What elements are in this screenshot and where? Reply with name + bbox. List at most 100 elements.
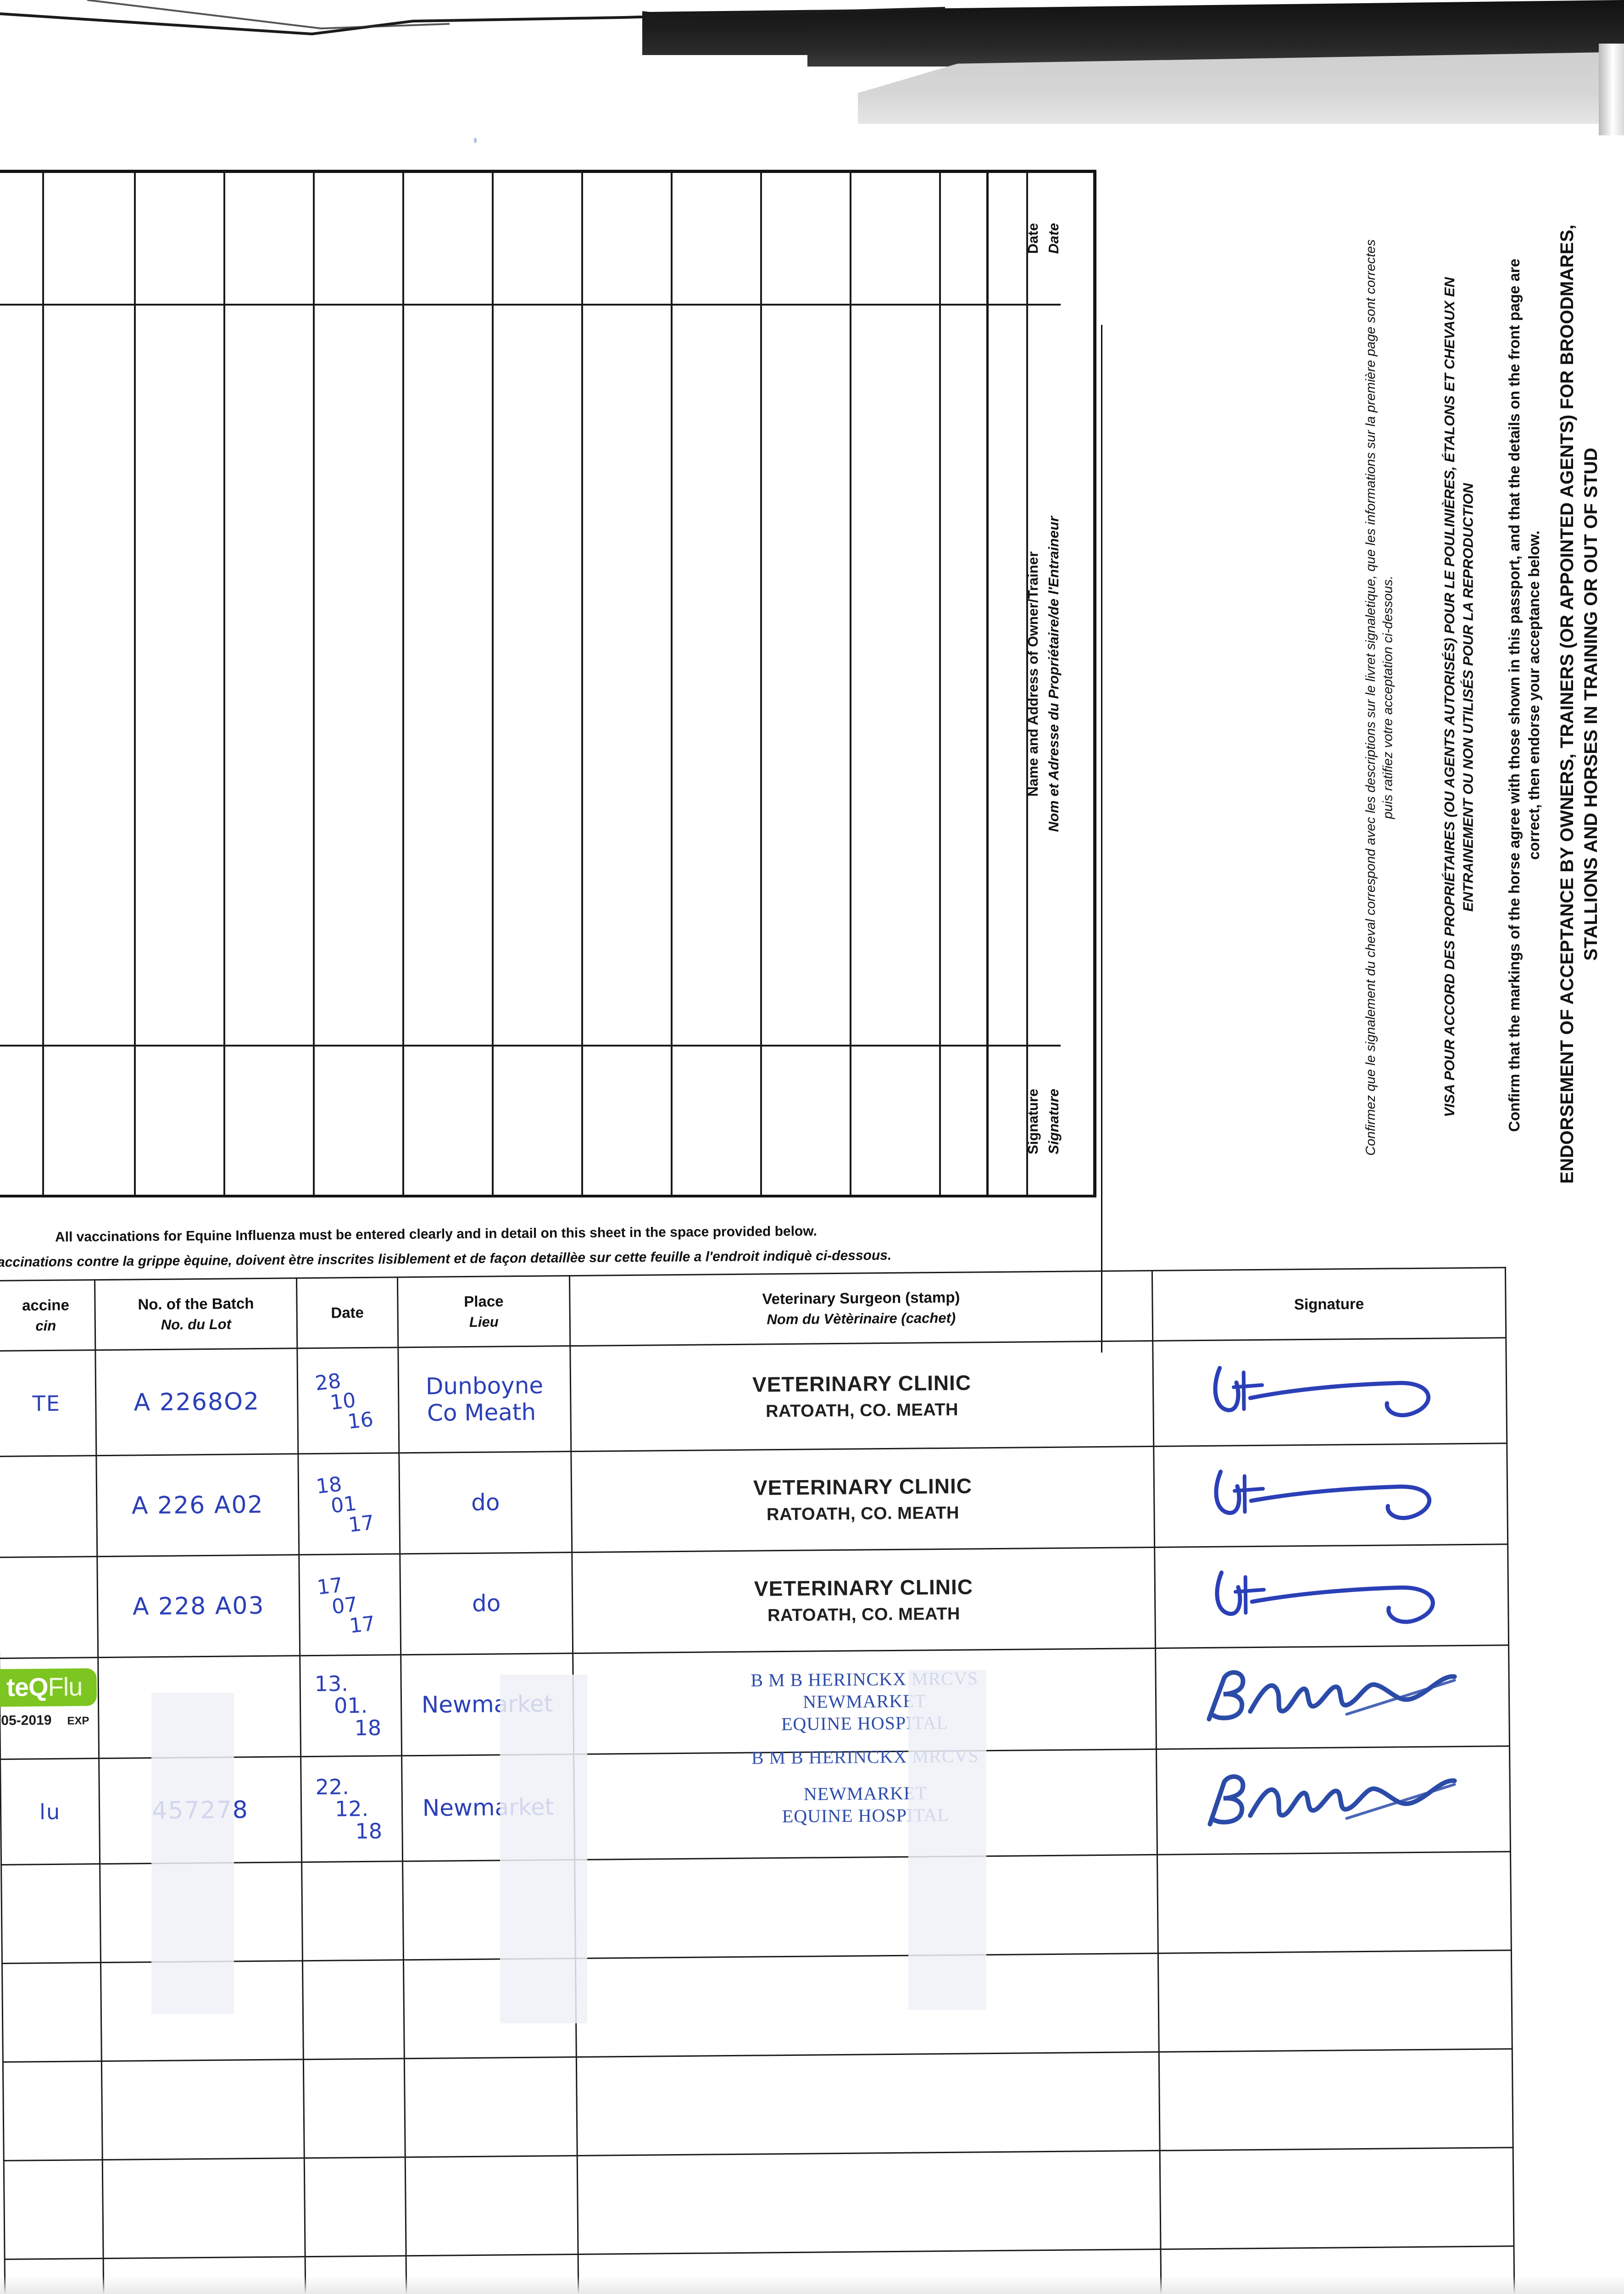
endorsement-text-block: ENDORSEMENT OF ACCEPTANCE BY OWNERS, TRA… xyxy=(1101,165,1601,1353)
th-vaccine: accine cin xyxy=(0,1280,95,1351)
batch-handwriting: A 228 A03 xyxy=(132,1592,265,1620)
table-row xyxy=(3,2049,1513,2161)
cell-batch: A 228 A03 xyxy=(97,1554,300,1658)
vet-stamp-black: VETERINARY CLINIC RATOATH, CO. MEATH xyxy=(752,1370,972,1421)
cell-date xyxy=(303,2058,406,2158)
date-handwriting: 17 07 17 xyxy=(315,1573,376,1638)
endorsement-col-date: Date Date xyxy=(989,173,1099,304)
th-vet-surgeon: Veterinary Surgeon (stamp) Nom du Vètèri… xyxy=(569,1270,1153,1346)
col-signature-en: Signature xyxy=(1025,1089,1041,1154)
cell-date xyxy=(302,1960,405,2060)
cell-vet-stamp: NEWMARKET EQUINE HOSPITAL xyxy=(573,1749,1157,1860)
cell-vaccine: lu xyxy=(0,1758,100,1865)
cell-date: 13. 01. 18 xyxy=(300,1654,402,1757)
vet-stamp-blue: NEWMARKET EQUINE HOSPITAL xyxy=(782,1782,949,1826)
vet-stamp-black: VETERINARY CLINIC RATOATH, CO. MEATH xyxy=(754,1575,973,1625)
date-handwriting: 22. 12. 18 xyxy=(315,1774,383,1843)
vaccination-table: accine cin No. of the Batch No. du Lot D… xyxy=(0,1267,1515,2294)
table-row: lu 457278 22. 12. 18 Newmar xyxy=(0,1746,1511,1865)
endorsement-grid xyxy=(0,170,1061,1197)
table-row: A 226 A02 18 01 17 do xyxy=(0,1443,1508,1558)
scan-speck xyxy=(474,138,477,143)
signature-ink xyxy=(1214,1469,1431,1520)
place-handwriting: do xyxy=(472,1590,501,1617)
vaccine-handwriting: lu xyxy=(39,1799,61,1824)
sticker-expiry: 12/05-2019 xyxy=(0,1712,52,1729)
cell-signature xyxy=(1154,1544,1509,1648)
table-row xyxy=(4,2147,1514,2260)
signature-ink xyxy=(1207,1774,1457,1826)
cell-place xyxy=(404,2057,578,2157)
cell-signature xyxy=(1155,1645,1510,1749)
cell-vet-stamp xyxy=(574,1854,1158,1959)
th-batch: No. of the Batch No. du Lot xyxy=(95,1278,297,1350)
vaccination-note-fr: accinations contre la grippe èquine, doi… xyxy=(0,1247,892,1270)
page-curl-right xyxy=(1599,44,1624,135)
col-owner-fr: Nom et Adresse du Propriétaire/de l'Entr… xyxy=(1046,516,1062,832)
vet-stamp-blue: B M B HERINCKX MRCVS NEWMARKET EQUINE HO… xyxy=(751,1667,979,1734)
cell-vaccine xyxy=(0,1556,98,1659)
cell-signature xyxy=(1157,1851,1512,1954)
sticker-brand: teQFlu xyxy=(0,1668,97,1707)
scan-streak xyxy=(500,1675,587,2023)
cell-signature xyxy=(1159,2049,1513,2151)
batch-handwriting: A 2268O2 xyxy=(133,1387,260,1416)
signature-ink xyxy=(1214,1570,1435,1624)
sticker-brand-prefix: teQ xyxy=(6,1672,48,1702)
col-date-en: Date xyxy=(1025,223,1041,254)
cell-date xyxy=(301,1861,404,1961)
date-handwriting: 13. 01. 18 xyxy=(314,1671,382,1740)
cell-batch xyxy=(101,2059,305,2160)
cell-batch: A 226 A02 xyxy=(96,1453,299,1557)
scan-streak xyxy=(151,1693,234,2014)
cell-vet-stamp: VETERINARY CLINIC RATOATH, CO. MEATH xyxy=(570,1341,1154,1452)
cell-signature xyxy=(1160,2147,1514,2249)
scan-streak xyxy=(908,1670,986,2010)
cell-place xyxy=(405,2155,578,2256)
cell-vet-stamp: VETERINARY CLINIC RATOATH, CO. MEATH xyxy=(571,1446,1155,1553)
endorsement-instruction-en: Confirm that the markings of the horse a… xyxy=(1506,258,1542,1132)
cell-date: 22. 12. 18 xyxy=(300,1755,403,1862)
cell-vaccine xyxy=(0,1455,97,1558)
table-row: TE A 2268O2 28 10 16 Dunboy xyxy=(0,1337,1507,1457)
sticker-expiry-label: EXP xyxy=(67,1715,89,1727)
th-place: Place Lieu xyxy=(397,1275,570,1347)
vet-stamp-black: VETERINARY CLINIC RATOATH, CO. MEATH xyxy=(753,1474,973,1524)
cell-date: 17 07 17 xyxy=(299,1553,401,1656)
vaccine-handwriting: TE xyxy=(32,1391,61,1416)
cell-vet-stamp xyxy=(575,1953,1159,2057)
th-date: Date xyxy=(296,1277,398,1348)
cell-vet-stamp: VETERINARY CLINIC RATOATH, CO. MEATH xyxy=(572,1547,1156,1654)
endorsement-col-owner: Name and Address of Owner/Trainer Nom et… xyxy=(989,304,1099,1045)
title-underline-rule xyxy=(1101,325,1102,1353)
cell-date: 28 10 16 xyxy=(297,1347,399,1454)
cell-place: do xyxy=(399,1451,572,1554)
cell-batch xyxy=(102,2158,306,2259)
page-curl-grey-band xyxy=(858,52,1624,124)
col-date-fr: Date xyxy=(1046,223,1062,254)
signature-ink xyxy=(1213,1365,1430,1417)
endorsement-title: ENDORSEMENT OF ACCEPTANCE BY OWNERS, TRA… xyxy=(1557,224,1601,1184)
batch-handwriting: A 226 A02 xyxy=(131,1491,264,1520)
vaccination-header-row: accine cin No. of the Batch No. du Lot D… xyxy=(0,1267,1506,1351)
cell-signature xyxy=(1156,1746,1511,1855)
cell-signature xyxy=(1152,1337,1507,1447)
scan-bottom-fade xyxy=(0,2276,1624,2294)
signature-ink xyxy=(1206,1670,1457,1721)
date-handwriting: 18 01 17 xyxy=(314,1472,375,1537)
place-handwriting: do xyxy=(471,1489,500,1516)
cell-vaccine: TE xyxy=(0,1350,96,1457)
col-signature-fr: Signature xyxy=(1046,1089,1062,1154)
endorsement-visa-fr: VISA POUR ACCORD DES PROPRIÉTAIRES (OU A… xyxy=(1441,277,1476,1118)
place-handwriting: Dunboyne Co Meath xyxy=(425,1372,544,1426)
cell-date: 18 01 17 xyxy=(298,1453,400,1555)
cell-place: Dunboyne Co Meath xyxy=(398,1346,571,1453)
cell-vaccine xyxy=(3,2061,103,2161)
endorsement-confirm-fr: Confirmez que le signalement du cheval c… xyxy=(1363,239,1396,1156)
th-signature: Signature xyxy=(1152,1267,1506,1341)
